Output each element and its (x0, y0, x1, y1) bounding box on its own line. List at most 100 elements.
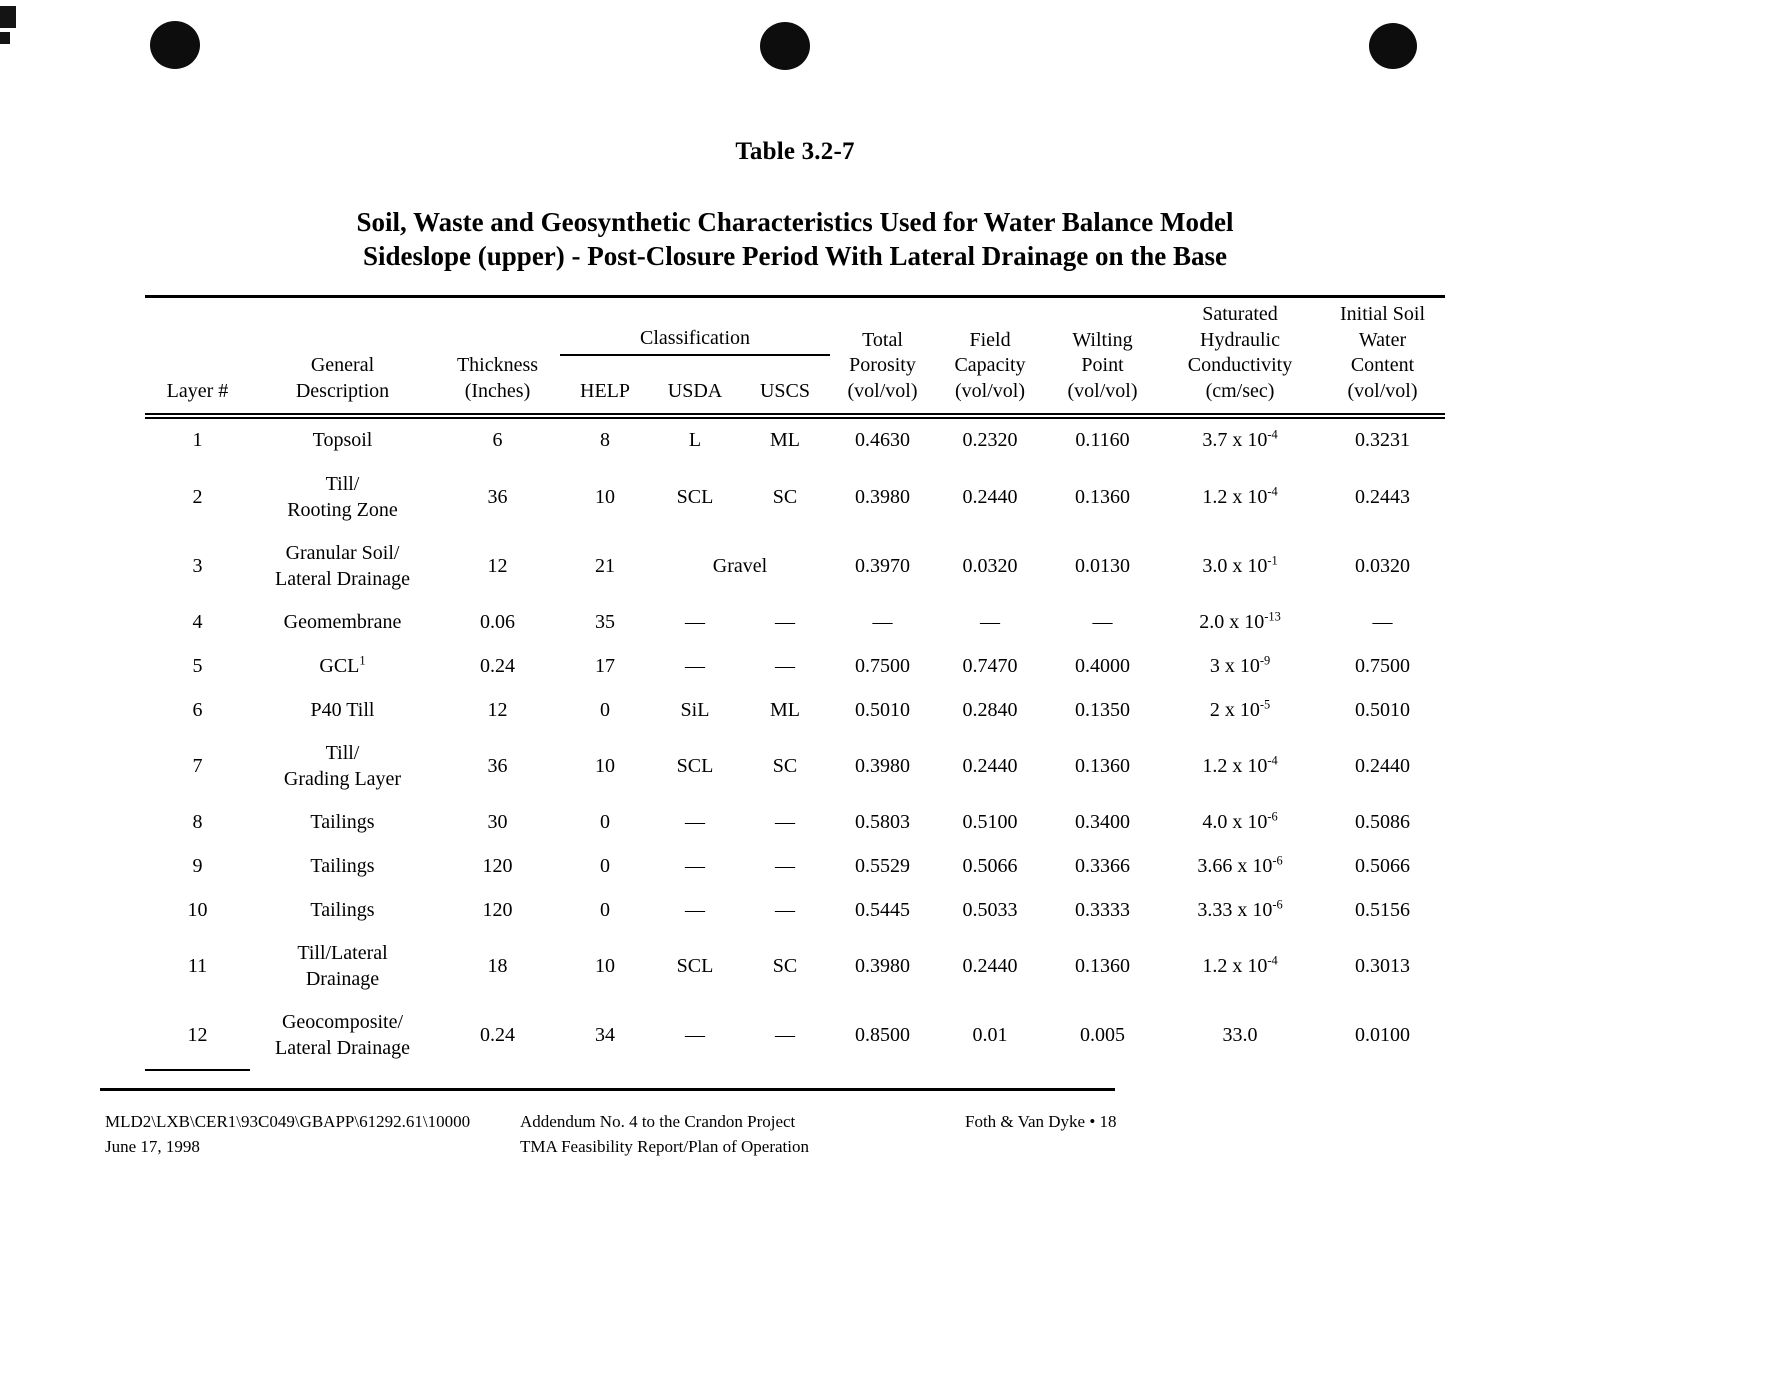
wilting-point-cell: 0.3366 (1075, 854, 1131, 877)
col-header-thickness: Thickness (Inches) (435, 296, 560, 420)
field-capacity-cell: 0.5100 (962, 811, 1018, 834)
initial-water-cell: 0.5066 (1355, 854, 1411, 877)
field-capacity-cell: 0.01 (972, 1024, 1008, 1047)
usda-cell: — (685, 898, 705, 921)
uscs-cell: ML (770, 429, 800, 452)
footer-addendum: Addendum No. 4 to the Crandon Project (520, 1112, 796, 1131)
conductivity-cell: 1.2 x 10-4 (1202, 953, 1278, 977)
uscs-cell: — (775, 1024, 795, 1047)
uscs-cell: — (775, 898, 795, 921)
heading-block: Table 3.2-7 Soil, Waste and Geosynthetic… (145, 138, 1445, 274)
wilting-point-cell: 0.1360 (1075, 754, 1131, 777)
field-capacity-cell: 0.2840 (962, 698, 1018, 721)
table-row: 11 Till/Lateral Drainage 18 10 SCL SC 0.3980 0.2… (145, 932, 1445, 1001)
porosity-cell: 0.5010 (855, 698, 911, 721)
table-subtitle: Soil, Waste and Geosynthetic Characteris… (145, 206, 1445, 274)
porosity-cell: 0.5803 (855, 811, 911, 834)
initial-water-cell: 0.5086 (1355, 811, 1411, 834)
col-header-help: HELP (560, 355, 650, 420)
porosity-cell: 0.5445 (855, 898, 911, 921)
col-group-classification: Classification (560, 296, 831, 357)
conductivity-cell: 2.0 x 10-13 (1199, 609, 1281, 634)
table-row: 9 Tailings 120 0 — — 0.5529 0.5066 0.3366 3.66 x … (145, 845, 1445, 889)
usda-cell: — (685, 811, 705, 834)
col-header-field-capacity: Field Capacity (vol/vol) (935, 296, 1046, 420)
layer-cell: 2 (192, 485, 203, 508)
footer-date: June 17, 1998 (105, 1136, 200, 1156)
uscs-cell: SC (772, 754, 798, 777)
scan-edge-artifact (0, 6, 16, 28)
thickness-cell: 12 (487, 698, 508, 721)
usda-cell: — (685, 654, 705, 677)
col-header-wilting-point: Wilting Point (vol/vol) (1045, 296, 1161, 420)
col-header-porosity: Total Porosity (vol/vol) (830, 296, 936, 420)
description-cell: Till/Lateral Drainage (297, 942, 388, 990)
conductivity-cell: 4.0 x 10-6 (1202, 809, 1278, 834)
footer-left: MLD2\LXB\CER1\93C049\GBAPP\61292.61\1000… (105, 1110, 470, 1159)
usda-cell: SCL (676, 485, 714, 508)
field-capacity-cell: 0.5033 (962, 898, 1018, 921)
description-cell: Tailings (310, 854, 375, 877)
conductivity-cell: 3.66 x 10-6 (1197, 853, 1283, 877)
layer-cell: 5 (192, 654, 203, 677)
thickness-cell: 0.24 (480, 654, 515, 677)
col-header-uscs: USCS (740, 355, 831, 420)
table-row: 8 Tailings 30 0 — — 0.5803 0.5100 0.3400 4.0 x 10… (145, 801, 1445, 845)
porosity-cell: 0.8500 (855, 1024, 911, 1047)
help-cell: 0 (600, 898, 610, 921)
porosity-cell: 0.3970 (855, 554, 911, 577)
layer-cell: 9 (192, 854, 203, 877)
porosity-cell: 0.3980 (855, 954, 911, 977)
table-row: 7 Till/Grading Layer 36 10 SCL SC 0.3980 0.2440… (145, 732, 1445, 801)
porosity-cell: — (872, 611, 893, 634)
thickness-cell: 120 (482, 854, 513, 877)
table-subtitle-line2: Sideslope (upper) - Post-Closure Period … (363, 240, 1227, 271)
thickness-cell: 6 (492, 429, 503, 452)
layer-cell: 12 (145, 1001, 250, 1072)
data-table: Layer # General Description Thickness (Inc… (145, 295, 1446, 1072)
help-cell: 0 (600, 811, 610, 834)
wilting-point-cell: 0.1160 (1075, 429, 1130, 452)
conductivity-cell: 3 x 10-9 (1209, 653, 1271, 677)
description-cell: Till/Grading Layer (283, 742, 402, 790)
layer-cell: 4 (192, 611, 203, 634)
field-capacity-cell: 0.2440 (962, 485, 1018, 508)
wilting-point-cell: — (1092, 611, 1113, 634)
uscs-cell: — (775, 611, 795, 634)
porosity-cell: 0.4630 (855, 429, 911, 452)
hole-punch-mark (760, 22, 810, 70)
hole-punch-mark (1369, 23, 1417, 69)
field-capacity-cell: 0.5066 (962, 854, 1018, 877)
footer-file-path: MLD2\LXB\CER1\93C049\GBAPP\61292.61\1000… (105, 1112, 471, 1131)
table-row: 12 Geocomposite/Lateral Drainage 0.24 34 — — 0… (145, 1001, 1445, 1072)
layer-cell: 10 (187, 898, 208, 921)
help-cell: 34 (595, 1024, 615, 1047)
conductivity-cell: 2 x 10-5 (1209, 696, 1271, 721)
bottom-rule (100, 1088, 1115, 1091)
initial-water-cell: 0.3013 (1355, 954, 1411, 977)
table-subtitle-line1: Soil, Waste and Geosynthetic Characteris… (356, 207, 1234, 237)
initial-water-cell: 0.5156 (1355, 898, 1411, 921)
wilting-point-cell: 0.1360 (1075, 485, 1131, 508)
wilting-point-cell: 0.005 (1080, 1024, 1126, 1047)
usda-cell: — (685, 1024, 705, 1047)
table-body: 1 Topsoil 6 8 L ML 0.4630 0.2320 0.1160 3.7 x 10-… (145, 416, 1445, 1072)
thickness-cell: 36 (487, 754, 508, 777)
wilting-point-cell: 0.0130 (1075, 554, 1131, 577)
wilting-point-cell: 0.1350 (1075, 698, 1131, 721)
usda-cell: SiL (680, 698, 710, 721)
initial-water-cell: 0.2440 (1355, 754, 1411, 777)
uscs-cell: SC (772, 954, 798, 977)
usda-cell: — (685, 611, 705, 634)
conductivity-cell: 1.2 x 10-4 (1202, 753, 1278, 777)
description-cell: Tailings (310, 811, 375, 834)
table-row: 6 P40 Till 12 0 SiL ML 0.5010 0.2840 0.1350 2 x 1… (145, 689, 1445, 733)
usda-cell: SCL (676, 954, 714, 977)
field-capacity-cell: 0.2440 (962, 954, 1018, 977)
hole-punch-mark (150, 21, 200, 69)
field-capacity-cell: 0.2440 (962, 754, 1018, 777)
description-cell: Geomembrane (283, 611, 402, 634)
wilting-point-cell: 0.1360 (1075, 954, 1131, 977)
thickness-cell: 12 (487, 554, 508, 577)
